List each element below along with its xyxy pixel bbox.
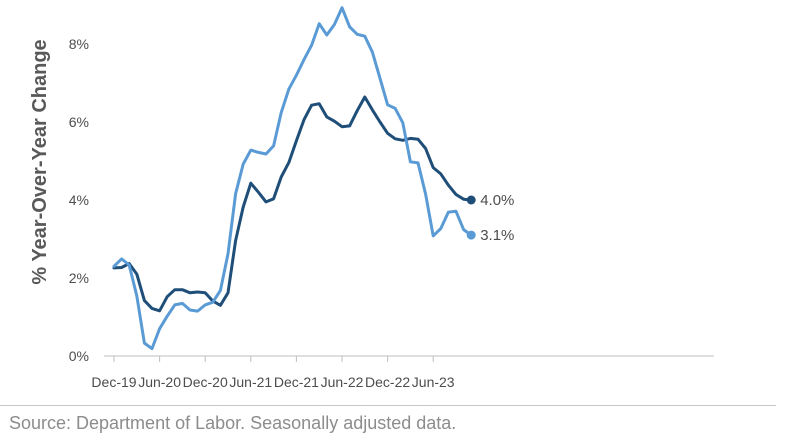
series-end-marker-1 [466,195,476,205]
y-tick-label: 0% [69,348,89,364]
x-tick-label: Dec-20 [183,374,228,390]
series-end-label-2: 3.1% [480,227,514,244]
x-tick-label: Jun-20 [138,374,181,390]
divider [0,405,776,406]
x-tick-label: Jun-23 [412,374,455,390]
series-end-marker-2 [466,230,476,240]
y-tick-label: 8% [69,36,89,52]
series-end-label-1: 4.0% [480,192,514,209]
y-tick-label: 2% [69,270,89,286]
y-axis-title: % Year-Over-Year Change [29,39,51,284]
y-tick-label: 4% [69,192,89,208]
x-tick-label: Jun-22 [321,374,364,390]
x-tick-label: Jun-21 [229,374,272,390]
y-tick-label: 6% [69,114,89,130]
line-chart: % Year-Over-Year Change 0% 2% 4% 6% 8% Dec-1… [29,6,714,390]
series-line-2 [112,6,473,351]
x-tick-label: Dec-22 [365,374,410,390]
source-note: Source: Department of Labor. Seasonally … [9,413,457,433]
x-tick-label: Dec-21 [274,374,319,390]
series-line-1 [112,95,473,313]
x-tick-label: Dec-19 [91,374,136,390]
